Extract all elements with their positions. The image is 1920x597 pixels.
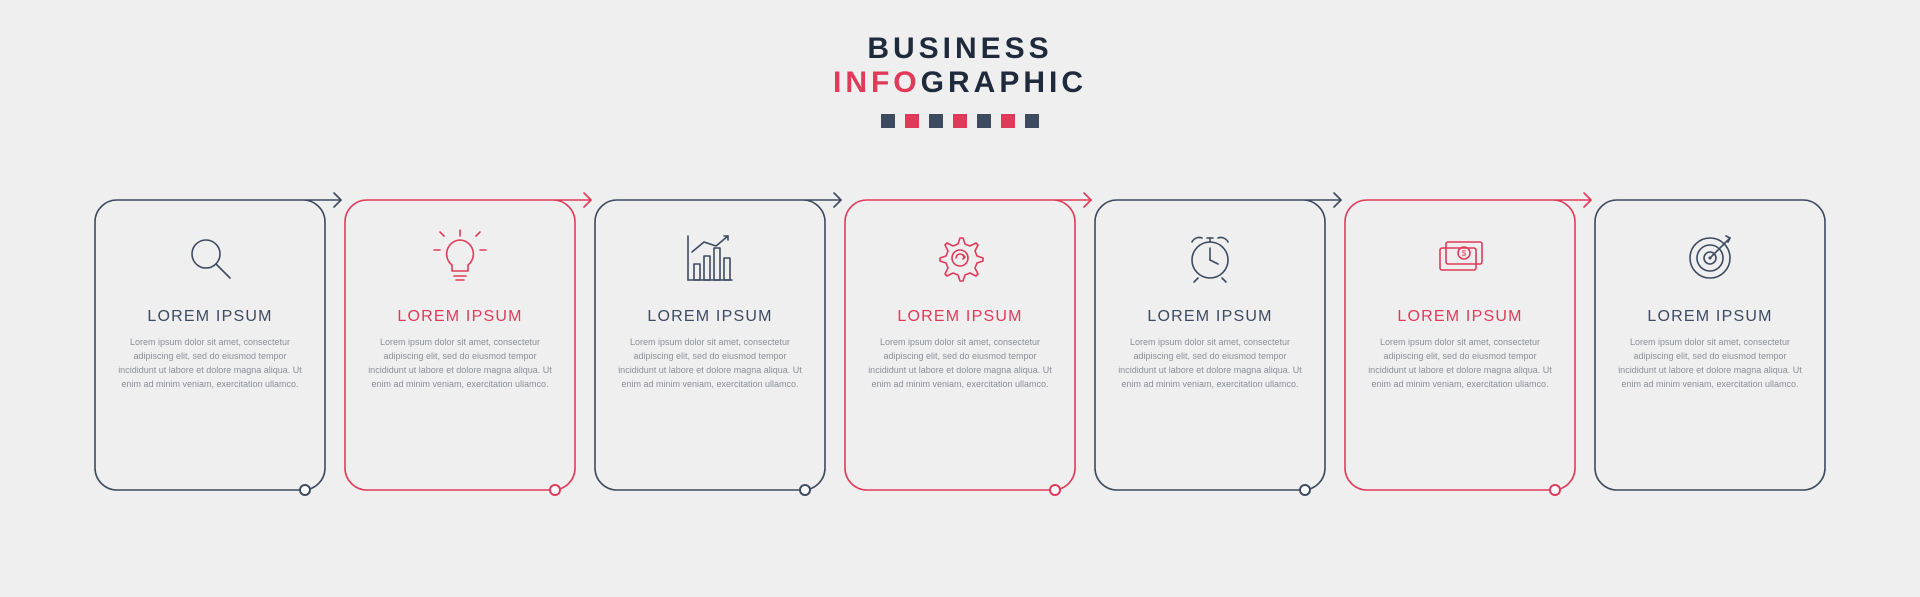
step-body: Lorem ipsum dolor sit amet, consectetur …: [113, 336, 307, 392]
step-2: LOREM IPSUM Lorem ipsum dolor sit amet, …: [345, 200, 575, 490]
title-line2: INFOGRAPHIC: [0, 66, 1920, 100]
connector-dot: [1049, 484, 1061, 496]
steps-row: LOREM IPSUM Lorem ipsum dolor sit amet, …: [95, 200, 1825, 520]
step-heading: LOREM IPSUM: [1113, 308, 1307, 326]
step-heading: LOREM IPSUM: [863, 308, 1057, 326]
title-rest: GRAPHIC: [921, 66, 1087, 99]
connector-dot: [299, 484, 311, 496]
svg-text:$: $: [1462, 249, 1467, 258]
step-content: LOREM IPSUM Lorem ipsum dolor sit amet, …: [363, 218, 557, 392]
step-content: LOREM IPSUM Lorem ipsum dolor sit amet, …: [1113, 218, 1307, 392]
title-accent: INFO: [833, 66, 921, 99]
decor-square: [929, 114, 943, 128]
step-content: LOREM IPSUM Lorem ipsum dolor sit amet, …: [613, 218, 807, 392]
step-body: Lorem ipsum dolor sit amet, consectetur …: [1113, 336, 1307, 392]
step-body: Lorem ipsum dolor sit amet, consectetur …: [613, 336, 807, 392]
step-body: Lorem ipsum dolor sit amet, consectetur …: [1363, 336, 1557, 392]
step-content: LOREM IPSUM Lorem ipsum dolor sit amet, …: [863, 218, 1057, 392]
step-body: Lorem ipsum dolor sit amet, consectetur …: [1613, 336, 1807, 392]
step-5: LOREM IPSUM Lorem ipsum dolor sit amet, …: [1095, 200, 1325, 490]
decor-square: [905, 114, 919, 128]
target-icon: [1613, 218, 1807, 298]
step-heading: LOREM IPSUM: [613, 308, 807, 326]
step-content: LOREM IPSUM Lorem ipsum dolor sit amet, …: [113, 218, 307, 392]
decor-squares: [0, 114, 1920, 128]
step-1: LOREM IPSUM Lorem ipsum dolor sit amet, …: [95, 200, 325, 490]
decor-square: [1001, 114, 1015, 128]
step-body: Lorem ipsum dolor sit amet, consectetur …: [363, 336, 557, 392]
decor-square: [1025, 114, 1039, 128]
decor-square: [977, 114, 991, 128]
step-heading: LOREM IPSUM: [363, 308, 557, 326]
lightbulb-icon: [363, 218, 557, 298]
connector-dot: [1549, 484, 1561, 496]
step-heading: LOREM IPSUM: [1613, 308, 1807, 326]
title-block: BUSINESS INFOGRAPHIC: [0, 0, 1920, 128]
step-heading: LOREM IPSUM: [113, 308, 307, 326]
step-3: LOREM IPSUM Lorem ipsum dolor sit amet, …: [595, 200, 825, 490]
step-6: $ LOREM IPSUM Lorem ipsum dolor sit amet…: [1345, 200, 1575, 490]
decor-square: [953, 114, 967, 128]
bar-chart-icon: [613, 218, 807, 298]
gear-icon: [863, 218, 1057, 298]
step-content: LOREM IPSUM Lorem ipsum dolor sit amet, …: [1613, 218, 1807, 392]
title-line1: BUSINESS: [0, 32, 1920, 66]
alarm-clock-icon: [1113, 218, 1307, 298]
step-content: $ LOREM IPSUM Lorem ipsum dolor sit amet…: [1363, 218, 1557, 392]
connector-dot: [1299, 484, 1311, 496]
step-heading: LOREM IPSUM: [1363, 308, 1557, 326]
step-4: LOREM IPSUM Lorem ipsum dolor sit amet, …: [845, 200, 1075, 490]
connector-dot: [549, 484, 561, 496]
decor-square: [881, 114, 895, 128]
step-7: LOREM IPSUM Lorem ipsum dolor sit amet, …: [1595, 200, 1825, 490]
money-icon: $: [1363, 218, 1557, 298]
step-body: Lorem ipsum dolor sit amet, consectetur …: [863, 336, 1057, 392]
connector-dot: [799, 484, 811, 496]
magnifier-icon: [113, 218, 307, 298]
